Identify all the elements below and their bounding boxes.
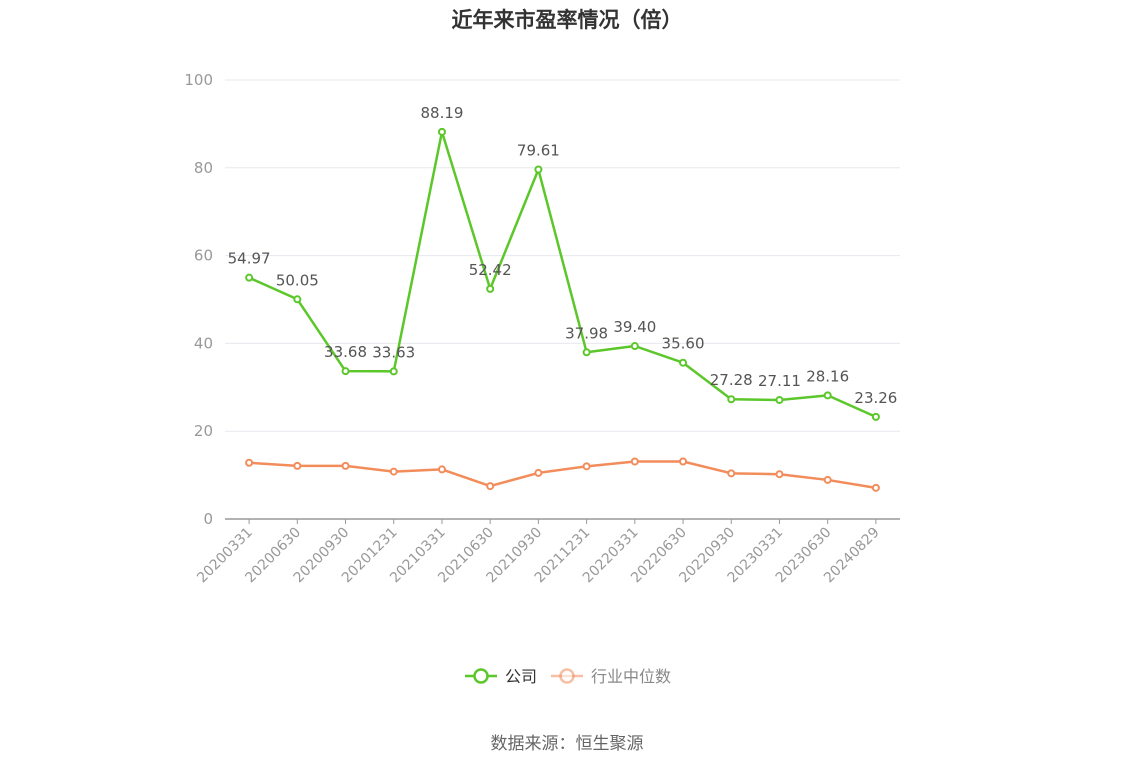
series-lines xyxy=(245,127,880,492)
y-tick-label: 40 xyxy=(194,334,213,352)
y-tick-label: 60 xyxy=(194,247,213,265)
data-label: 23.26 xyxy=(854,389,897,407)
data-point[interactable] xyxy=(486,482,495,491)
data-point[interactable] xyxy=(630,457,639,466)
data-source-note: 数据来源：恒生聚源 xyxy=(490,734,644,754)
data-label: 27.11 xyxy=(758,372,801,390)
legend-label: 行业中位数 xyxy=(591,667,671,686)
data-point[interactable] xyxy=(679,457,688,466)
data-label: 54.97 xyxy=(228,250,271,268)
y-tick-label: 80 xyxy=(194,159,213,177)
data-point[interactable] xyxy=(534,165,543,174)
legend-marker-icon xyxy=(559,668,575,684)
data-label: 28.16 xyxy=(806,367,849,385)
y-tick-label: 20 xyxy=(194,422,213,440)
data-point[interactable] xyxy=(389,467,398,476)
legend-label: 公司 xyxy=(505,667,537,686)
data-point[interactable] xyxy=(293,461,302,470)
data-label: 35.60 xyxy=(662,335,705,353)
data-label: 79.61 xyxy=(517,142,560,160)
data-point[interactable] xyxy=(775,470,784,479)
data-label: 52.42 xyxy=(469,261,512,279)
data-point[interactable] xyxy=(727,395,736,404)
data-label: 33.63 xyxy=(372,343,415,361)
data-point[interactable] xyxy=(582,462,591,471)
data-point[interactable] xyxy=(245,458,254,467)
data-label: 27.28 xyxy=(710,371,753,389)
data-point[interactable] xyxy=(341,461,350,470)
grid-lines xyxy=(225,79,900,432)
chart-title: 近年来市盈率情况（倍） xyxy=(451,8,683,32)
data-point[interactable] xyxy=(486,284,495,293)
data-point[interactable] xyxy=(437,127,446,136)
y-tick-label: 100 xyxy=(184,71,213,89)
data-point[interactable] xyxy=(823,475,832,484)
y-tick-label: 0 xyxy=(203,510,213,528)
data-point[interactable] xyxy=(679,358,688,367)
data-point[interactable] xyxy=(582,348,591,357)
series-line-company xyxy=(248,130,877,419)
data-point[interactable] xyxy=(823,391,832,400)
data-label: 39.40 xyxy=(613,318,656,336)
data-point[interactable] xyxy=(437,465,446,474)
data-label: 88.19 xyxy=(420,104,463,122)
data-label: 50.05 xyxy=(276,271,319,289)
data-point[interactable] xyxy=(871,483,880,492)
data-point[interactable] xyxy=(341,367,350,376)
data-labels: 54.97 50.05 33.68 33.63 88.19 52.42 79.61 37.98… xyxy=(228,104,898,407)
data-point[interactable] xyxy=(245,273,254,282)
data-point[interactable] xyxy=(534,468,543,477)
legend-marker-icon xyxy=(473,668,489,684)
series-line-industry-median xyxy=(249,460,877,490)
legend[interactable]: 公司 行业中位数 xyxy=(465,667,671,686)
data-label: 37.98 xyxy=(565,324,608,342)
data-point[interactable] xyxy=(775,395,784,404)
data-point[interactable] xyxy=(727,469,736,478)
data-point[interactable] xyxy=(630,342,639,351)
data-point[interactable] xyxy=(871,412,880,421)
legend-item-company[interactable]: 公司 xyxy=(465,667,537,686)
legend-item-industry-median[interactable]: 行业中位数 xyxy=(551,667,671,686)
data-point[interactable] xyxy=(293,295,302,304)
data-point[interactable] xyxy=(389,367,398,376)
data-label: 33.68 xyxy=(324,343,367,361)
